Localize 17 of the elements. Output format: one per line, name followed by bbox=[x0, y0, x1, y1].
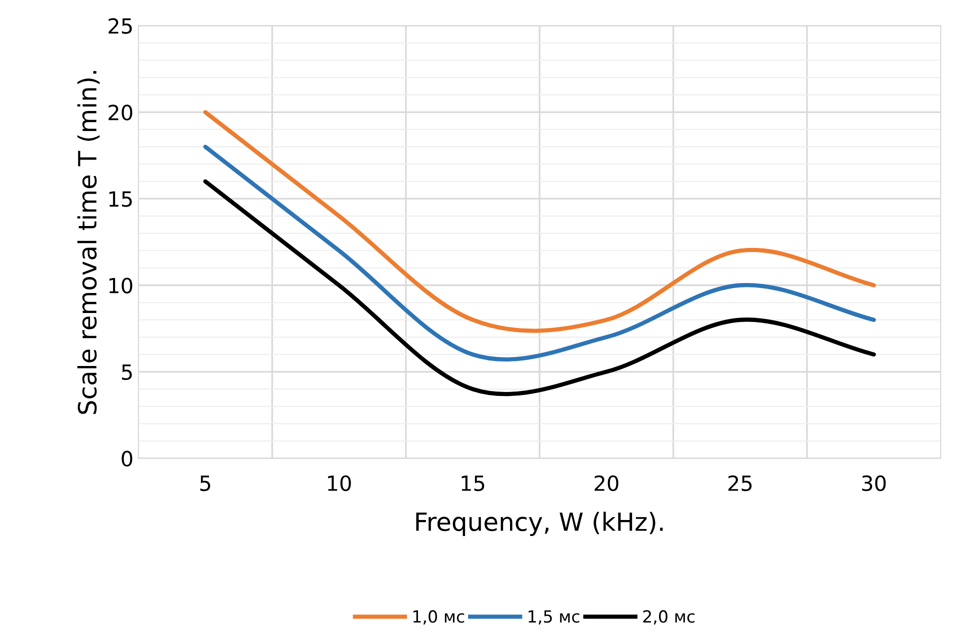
y-tick-label: 25 bbox=[108, 18, 132, 34]
legend-label: 1,5 мс bbox=[528, 610, 580, 624]
legend-label: 2,0 мс bbox=[643, 610, 695, 624]
y-tick-label: 20 bbox=[108, 104, 132, 120]
y-tick-label: 0 bbox=[122, 450, 132, 467]
x-tick-label: 5 bbox=[200, 476, 210, 492]
x-tick-label: 20 bbox=[594, 475, 618, 492]
y-tick-label: 10 bbox=[109, 278, 132, 294]
x-tick-label: 25 bbox=[728, 475, 752, 492]
y-tick-label: 5 bbox=[122, 364, 132, 380]
x-axis-title: Frequency, W (kHz). bbox=[416, 512, 663, 536]
x-tick-label: 30 bbox=[862, 475, 886, 492]
x-tick-label: 10 bbox=[328, 475, 351, 492]
x-tick-label: 15 bbox=[462, 476, 484, 492]
y-axis-title: Scale removal time T (min). bbox=[77, 71, 100, 414]
y-tick-label: 15 bbox=[109, 191, 132, 207]
legend-label: 1,0 мс bbox=[413, 610, 464, 624]
